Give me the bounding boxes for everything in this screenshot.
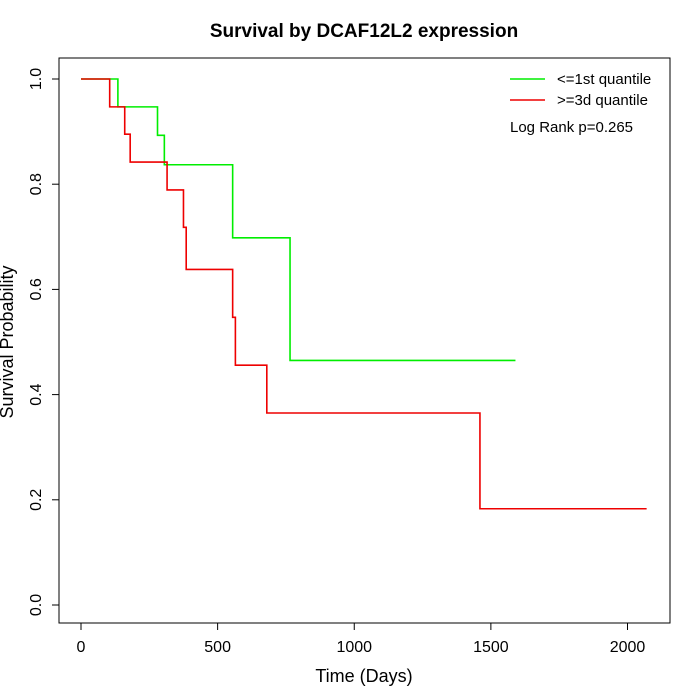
- x-axis-label: Time (Days): [315, 666, 412, 686]
- y-tick-label: 0.2: [28, 489, 45, 511]
- x-axis: 0 500 1000 1500 2000: [77, 622, 646, 656]
- x-tick-label: 0: [77, 639, 86, 656]
- y-tick-label: 1.0: [28, 68, 45, 90]
- y-tick-label: 0.4: [28, 383, 45, 405]
- x-tick-label: 1500: [473, 639, 509, 656]
- x-tick-label: 500: [204, 639, 231, 656]
- plot-frame: [58, 57, 671, 624]
- x-tick-label: 2000: [610, 639, 646, 656]
- y-tick-label: 0.0: [28, 594, 45, 616]
- survival-curve-series-1: [81, 78, 516, 362]
- y-axis: 0.0 0.2 0.4 0.6 0.8 1.0: [28, 68, 60, 616]
- y-tick-label: 0.8: [28, 173, 45, 195]
- chart-title: Survival by DCAF12L2 expression: [210, 21, 518, 42]
- legend: <=1st quantile >=3d quantile: [510, 71, 651, 109]
- legend-label: >=3d quantile: [557, 92, 648, 109]
- y-tick-label: 0.6: [28, 278, 45, 300]
- survival-curves: [81, 78, 647, 510]
- log-rank-annotation: Log Rank p=0.265: [510, 119, 633, 136]
- y-axis-label: Survival Probability: [0, 265, 17, 418]
- survival-curve-series-2: [81, 78, 647, 510]
- x-tick-label: 1000: [336, 639, 372, 656]
- legend-label: <=1st quantile: [557, 71, 651, 88]
